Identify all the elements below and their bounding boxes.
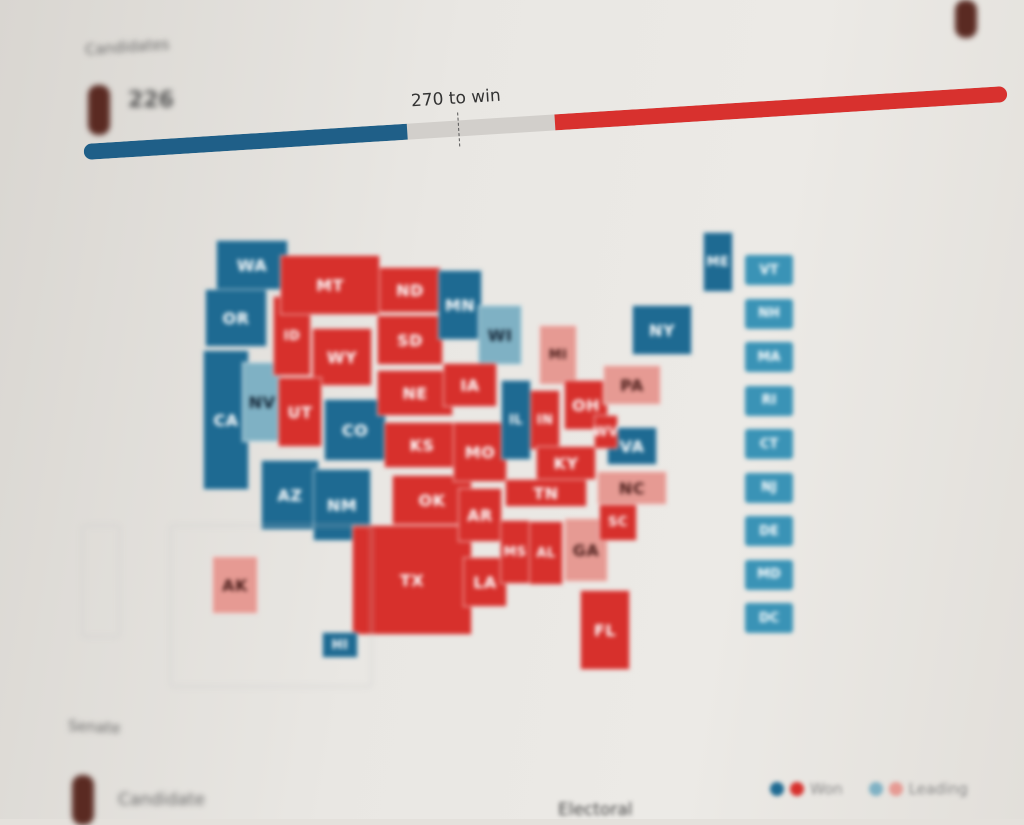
state-mi[interactable]: MI — [539, 325, 577, 385]
small-state-ma[interactable]: MA — [745, 342, 793, 372]
small-state-ct[interactable]: CT — [745, 429, 793, 459]
small-state-de[interactable]: DE — [745, 516, 793, 546]
state-in[interactable]: IN — [530, 390, 560, 450]
rep-candidate-avatar — [955, 0, 977, 38]
legend-won-label: Won — [810, 780, 843, 798]
small-state-md[interactable]: MD — [745, 559, 793, 590]
state-mt[interactable]: MT — [280, 255, 380, 315]
state-mn[interactable]: MN — [438, 270, 482, 340]
legend-lean-rep-dot — [888, 782, 903, 796]
legend-dem-dot — [770, 782, 784, 796]
state-il[interactable]: IL — [501, 380, 531, 460]
state-fl[interactable]: FL — [580, 590, 630, 670]
state-ut[interactable]: UT — [278, 377, 322, 447]
state-la[interactable]: LA — [463, 557, 507, 607]
state-ky[interactable]: KY — [536, 446, 596, 480]
footer-section-label: Senate — [67, 716, 121, 738]
state-tn[interactable]: TN — [505, 479, 587, 507]
state-me[interactable]: ME — [703, 232, 733, 292]
state-co[interactable]: CO — [324, 399, 386, 461]
state-ny[interactable]: NY — [632, 305, 692, 355]
state-wy[interactable]: WY — [312, 328, 372, 386]
state-mo[interactable]: MO — [453, 422, 507, 482]
state-az[interactable]: AZ — [261, 460, 319, 530]
zoom-controls[interactable] — [82, 525, 120, 637]
dem-candidate-avatar — [88, 85, 110, 135]
state-wi[interactable]: WI — [478, 305, 522, 365]
footer-avatar — [72, 775, 94, 825]
footer-electoral-label: Electoral — [558, 800, 633, 820]
legend-rep-dot — [790, 782, 804, 796]
footer-candidate-label: Candidate — [118, 790, 205, 810]
state-wv[interactable]: WV — [593, 415, 618, 449]
state-nd[interactable]: ND — [379, 267, 441, 313]
small-state-nj[interactable]: NJ — [745, 472, 793, 503]
small-state-nh[interactable]: NH — [745, 298, 793, 329]
legend: Won Leading — [770, 780, 968, 798]
state-ar[interactable]: AR — [458, 488, 502, 542]
small-state-ri[interactable]: RI — [745, 385, 793, 416]
state-or[interactable]: OR — [205, 289, 267, 347]
state-ms[interactable]: MS — [500, 520, 530, 584]
state-ne[interactable]: NE — [377, 370, 453, 416]
state-ak[interactable]: AK — [212, 556, 258, 614]
alaska-hawaii-inset — [170, 525, 372, 687]
state-sc[interactable]: SC — [599, 503, 637, 541]
state-sd[interactable]: SD — [377, 315, 443, 365]
state-nc[interactable]: NC — [597, 471, 667, 505]
legend-lean-dem-dot — [868, 782, 883, 796]
dem-electoral-count: 226 — [128, 88, 174, 113]
state-ia[interactable]: IA — [443, 363, 497, 407]
state-al[interactable]: AL — [529, 521, 563, 585]
small-state-dc[interactable]: DC — [745, 603, 793, 633]
state-pa[interactable]: PA — [603, 365, 661, 405]
small-state-vt[interactable]: VT — [745, 255, 793, 285]
state-wa[interactable]: WA — [216, 240, 288, 290]
state-tx[interactable]: TX — [352, 525, 472, 635]
state-hi[interactable]: HI — [322, 632, 358, 658]
state-ks[interactable]: KS — [384, 422, 460, 468]
legend-leading-label: Leading — [908, 780, 968, 798]
